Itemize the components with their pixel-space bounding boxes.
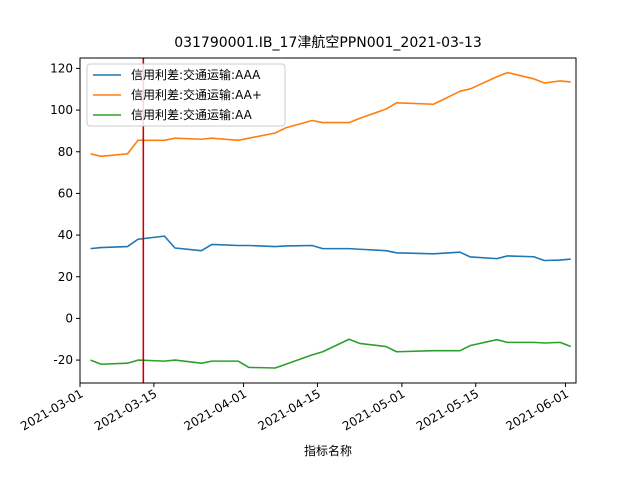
x-tick-label: 2021-05-01 bbox=[340, 386, 407, 433]
legend-label-2: 信用利差:交通运输:AA+ bbox=[131, 87, 262, 102]
x-tick-label: 2021-04-01 bbox=[182, 386, 249, 433]
y-tick-label: 0 bbox=[65, 311, 73, 325]
y-tick-label: 60 bbox=[58, 186, 73, 200]
legend-label-3: 信用利差:交通运输:AA bbox=[131, 107, 253, 122]
x-tick-label: 2021-05-15 bbox=[414, 386, 481, 433]
series-line-1 bbox=[90, 235, 571, 262]
x-tick-label: 2021-06-01 bbox=[504, 386, 571, 433]
chart-title: 031790001.IB_17津航空PPN001_2021-03-13 bbox=[174, 35, 482, 51]
series-line-2 bbox=[90, 71, 571, 158]
y-tick-label: 80 bbox=[58, 145, 73, 159]
x-tick-label: 2021-04-15 bbox=[256, 386, 323, 433]
x-tick-label: 2021-03-15 bbox=[92, 386, 159, 433]
plot-frame bbox=[79, 57, 577, 384]
y-tick-label: 40 bbox=[58, 228, 73, 242]
series-line-3 bbox=[90, 338, 572, 369]
legend-box bbox=[86, 63, 286, 127]
y-tick-label: 120 bbox=[50, 61, 73, 75]
y-tick-label: -20 bbox=[53, 353, 73, 367]
y-tick-label: 100 bbox=[50, 103, 73, 117]
x-tick-label: 2021-03-01 bbox=[18, 386, 85, 433]
legend: 信用利差:交通运输:AAA 信用利差:交通运输:AA+ 信用利差:交通运输:AA bbox=[86, 63, 286, 127]
legend-label-1: 信用利差:交通运输:AAA bbox=[131, 67, 261, 82]
x-axis-label: 指标名称 bbox=[304, 443, 352, 458]
y-tick-label: 20 bbox=[58, 270, 73, 284]
